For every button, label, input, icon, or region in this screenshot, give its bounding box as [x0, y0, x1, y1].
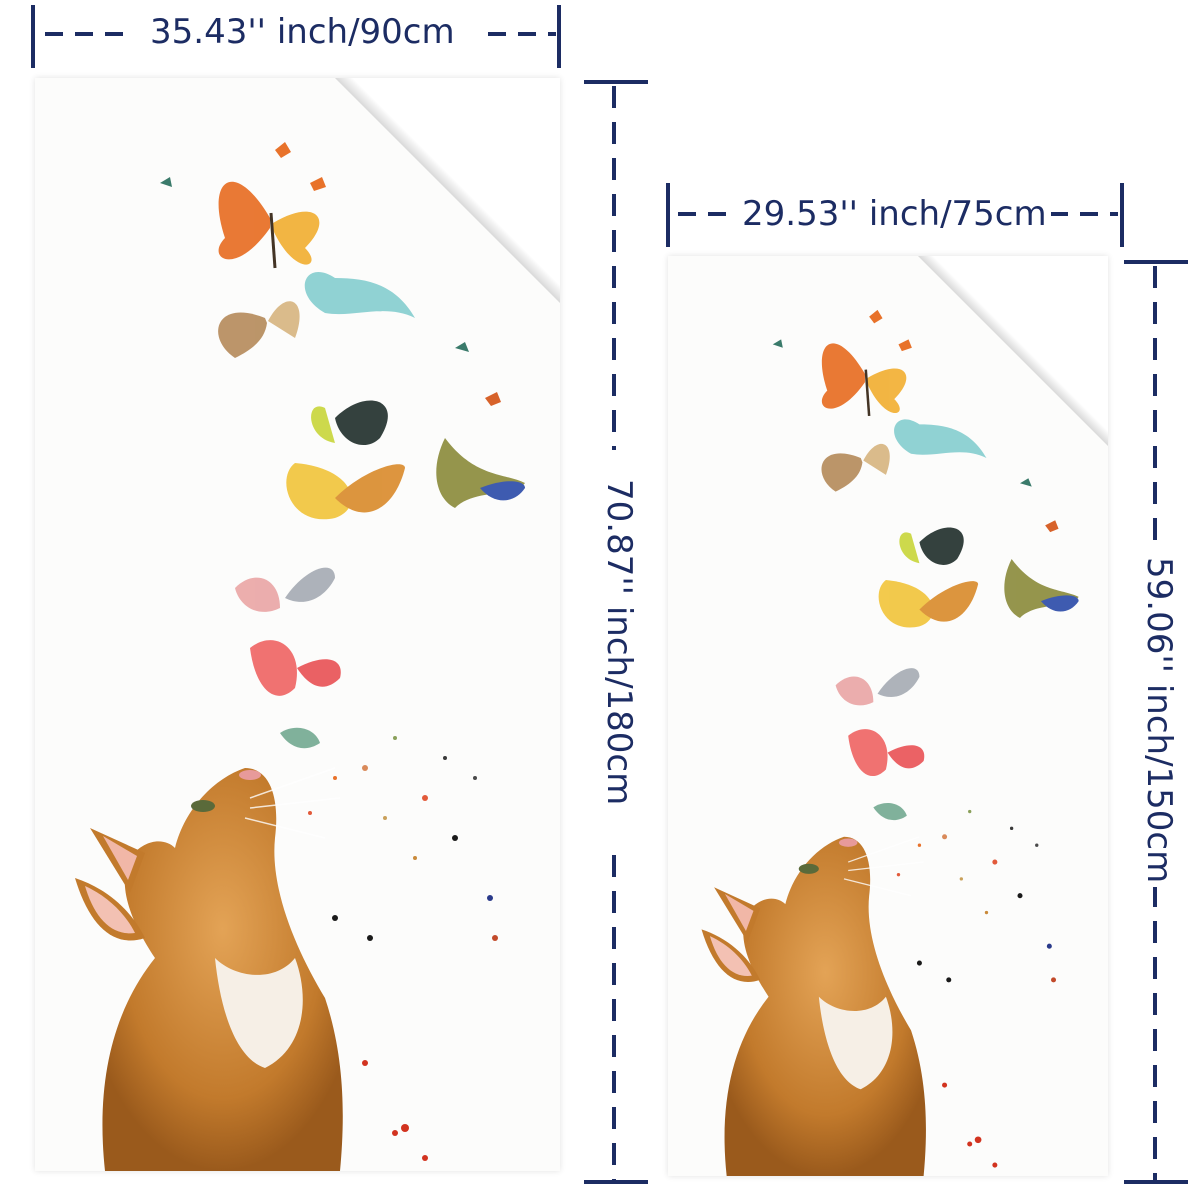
small-height-label: 59.06'' inch/150cm	[1139, 553, 1179, 888]
cat-icon	[75, 767, 343, 1171]
large-towel	[35, 78, 560, 1171]
cat-icon	[701, 836, 926, 1176]
large-width-label: 35.43'' inch/90cm	[146, 15, 459, 49]
butterfly-icon	[218, 181, 320, 269]
cat-butterfly-artwork-small	[701, 309, 1079, 1176]
cat-butterfly-artwork	[75, 142, 525, 1171]
small-width-label: 29.53'' inch/75cm	[738, 197, 1051, 231]
butterfly-icon	[821, 343, 907, 417]
small-towel	[668, 256, 1108, 1176]
large-height-label: 70.87'' inch/180cm	[599, 475, 639, 810]
